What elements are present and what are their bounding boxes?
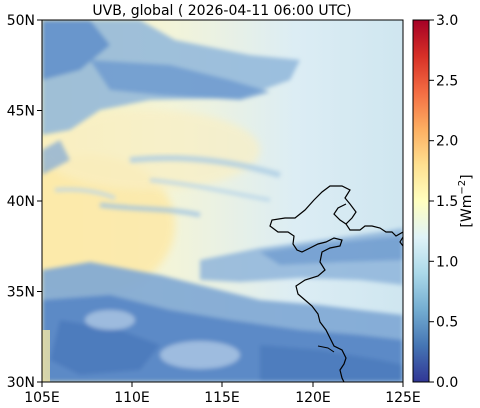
colorbar-gradient xyxy=(412,19,430,383)
colorbar-label: [Wm−2] xyxy=(457,174,475,227)
colorbar-tick-label: 1.5 xyxy=(436,194,458,210)
plot-title: UVB, global ( 2026-04-11 06:00 UTC) xyxy=(92,3,351,19)
y-tick-label: 40N xyxy=(7,194,35,210)
cloud-streaks xyxy=(54,155,281,218)
island-coast xyxy=(317,345,335,353)
colorbar-tick-label: 2.0 xyxy=(436,134,458,150)
x-tick-label: 105E xyxy=(24,390,60,406)
coastline xyxy=(269,185,403,382)
colorbar-tick-label: 1.0 xyxy=(436,254,458,270)
colorbar-tick-label: 0.0 xyxy=(436,375,458,391)
x-tick-label: 115E xyxy=(204,390,240,406)
x-tick-label: 110E xyxy=(114,390,150,406)
y-axis: 50N 45N 40N 35N 30N xyxy=(7,13,42,391)
x-tick-label: 125E xyxy=(385,390,421,406)
cloud-band-east xyxy=(200,228,403,285)
y-tick-label: 45N xyxy=(7,104,35,120)
x-axis: 105E 110E 115E 120E 125E xyxy=(24,382,421,406)
x-tick-label: 120E xyxy=(295,390,331,406)
uvb-field xyxy=(42,20,403,382)
colorbar-tick-label: 3.0 xyxy=(436,13,458,29)
y-tick-label: 50N xyxy=(7,13,35,29)
colorbar-tick-label: 2.5 xyxy=(436,73,458,89)
cloud-band-north xyxy=(42,20,300,175)
cloud-band-south xyxy=(42,262,403,382)
y-tick-label: 30N xyxy=(7,375,35,391)
colorbar-tick-label: 0.5 xyxy=(436,315,458,331)
colorbar: 3.0 2.5 2.0 1.5 1.0 0.5 0.0 [Wm−2] xyxy=(412,13,475,391)
y-tick-label: 35N xyxy=(7,285,35,301)
